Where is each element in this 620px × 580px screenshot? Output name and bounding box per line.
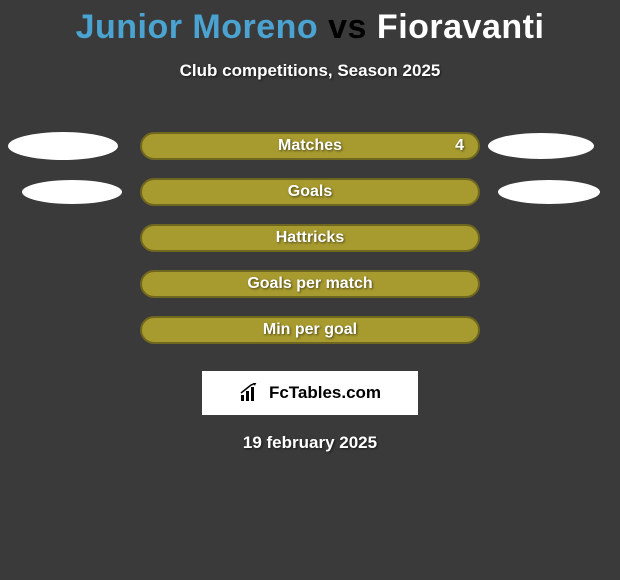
player2-name: Fioravanti <box>377 8 544 46</box>
left-value-ellipse <box>22 180 122 204</box>
player1-name: Junior Moreno <box>76 8 319 46</box>
stat-pill: Hattricks <box>140 224 480 252</box>
stat-row: Matches 4 <box>0 123 620 169</box>
stat-label: Matches <box>278 137 342 155</box>
left-value-ellipse <box>8 132 118 160</box>
stat-label: Hattricks <box>276 229 344 247</box>
stat-value-right: 4 <box>455 137 464 155</box>
bar-chart-icon <box>239 383 263 403</box>
stat-row: Min per goal <box>0 307 620 353</box>
stat-pill: Min per goal <box>140 316 480 344</box>
subtitle: Club competitions, Season 2025 <box>0 61 620 81</box>
stat-row: Hattricks <box>0 215 620 261</box>
logo-box: FcTables.com <box>202 371 418 415</box>
vs-text: vs <box>318 8 377 46</box>
stat-label: Min per goal <box>263 321 357 339</box>
stat-pill: Matches 4 <box>140 132 480 160</box>
right-value-ellipse <box>498 180 600 204</box>
date-label: 19 february 2025 <box>0 433 620 453</box>
stat-label: Goals per match <box>247 275 372 293</box>
stat-label: Goals <box>288 183 332 201</box>
stats-container: Matches 4 Goals Hattricks Goals per match Min… <box>0 123 620 353</box>
page-title: Junior Moreno vs Fioravanti <box>0 0 620 47</box>
right-value-ellipse <box>488 133 594 159</box>
logo-text: FcTables.com <box>269 383 381 403</box>
stat-row: Goals per match <box>0 261 620 307</box>
stat-pill: Goals <box>140 178 480 206</box>
stat-row: Goals <box>0 169 620 215</box>
stat-pill: Goals per match <box>140 270 480 298</box>
